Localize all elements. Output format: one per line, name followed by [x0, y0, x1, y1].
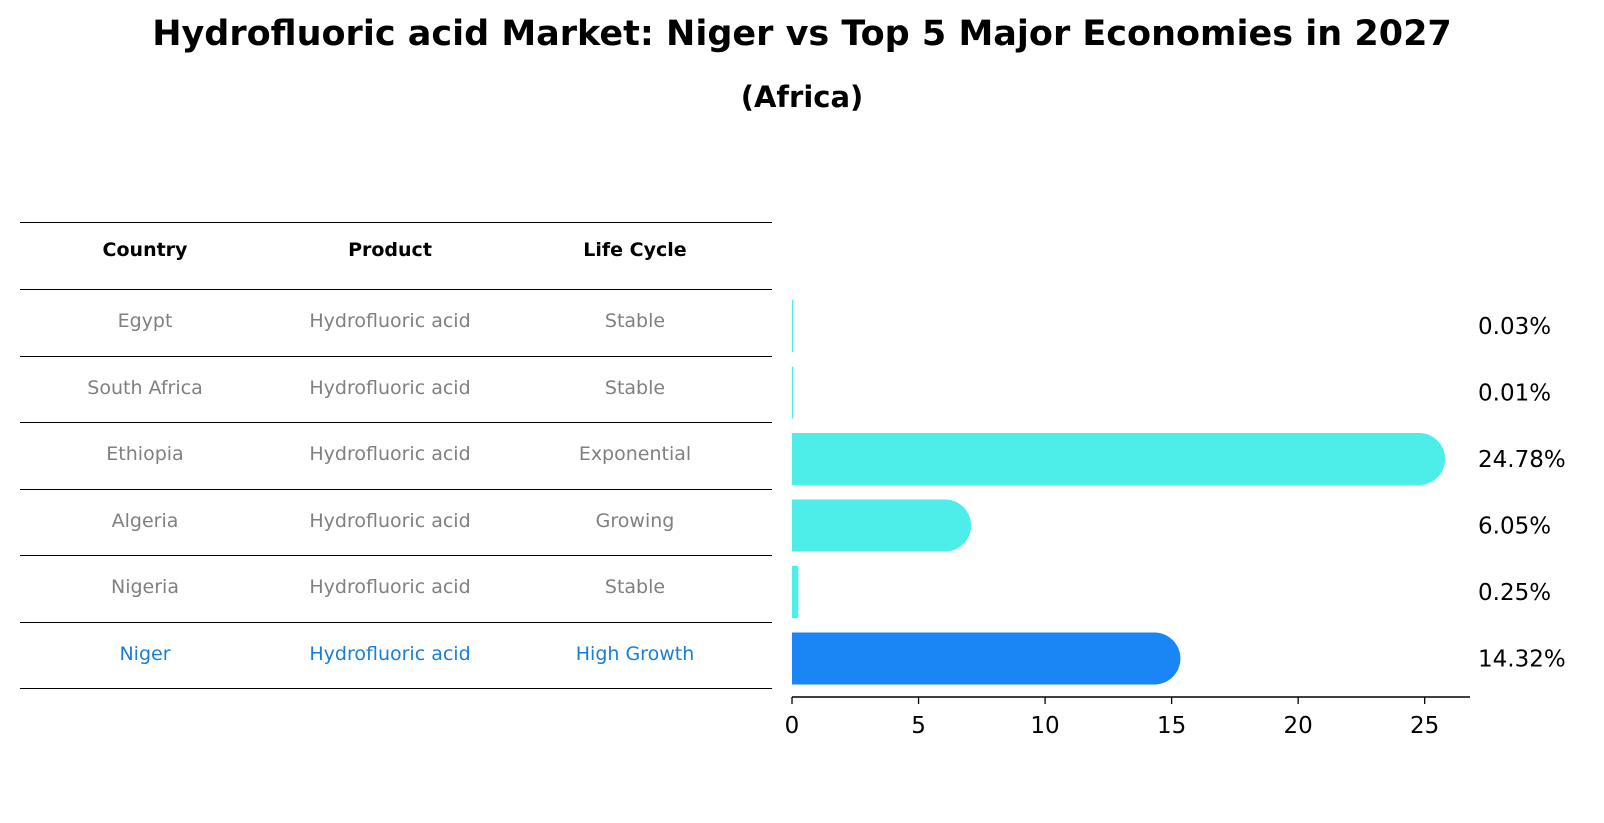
chart-title: Hydrofluoric acid Market: Niger vs Top 5…: [152, 14, 1452, 54]
value-label: 14.32%: [1478, 647, 1566, 673]
x-tick-label: 15: [1157, 713, 1186, 739]
cell-product: Hydrofluoric acid: [309, 642, 471, 665]
column-header-product: Product: [348, 239, 432, 261]
bar-cap: [1128, 632, 1181, 685]
bar: [792, 366, 794, 419]
x-tick-label: 25: [1410, 713, 1439, 739]
cell-country: Ethiopia: [106, 443, 184, 465]
cell-country: Algeria: [111, 509, 179, 532]
bar-cap: [919, 499, 972, 552]
cell-product: Hydrofluoric acid: [309, 310, 471, 332]
cell-life-cycle: Growing: [595, 509, 675, 532]
table-divider: [20, 422, 772, 423]
cell-product: Hydrofluoric acid: [309, 376, 471, 399]
bar: [792, 566, 799, 618]
cell-product: Hydrofluoric acid: [309, 576, 471, 598]
chart-subtitle: (Africa): [740, 80, 864, 114]
value-label: 24.78%: [1478, 447, 1566, 473]
table-divider: [20, 488, 772, 490]
value-label: 0.03%: [1478, 314, 1551, 340]
table-divider: [20, 289, 772, 290]
cell-country: South Africa: [87, 376, 203, 399]
bar: [792, 433, 1420, 485]
cell-life-cycle: High Growth: [575, 642, 695, 665]
x-tick-label: 10: [1030, 713, 1059, 739]
table-divider: [20, 621, 772, 623]
table-divider: [20, 688, 772, 689]
x-tick-label: 0: [785, 713, 800, 739]
x-tick-label: 20: [1284, 713, 1313, 739]
cell-life-cycle: Exponential: [578, 443, 692, 465]
bar: [792, 632, 1155, 685]
cell-life-cycle: Stable: [604, 376, 666, 399]
column-header-country: Country: [102, 239, 188, 261]
table-divider: [20, 555, 772, 556]
x-tick-label: 5: [911, 713, 926, 739]
column-header-life-cycle: Life Cycle: [583, 239, 687, 261]
bar: [792, 300, 794, 352]
table-divider: [20, 222, 772, 223]
value-label: 0.25%: [1478, 580, 1551, 606]
value-label: 0.01%: [1478, 381, 1551, 407]
cell-country: Nigeria: [111, 576, 179, 598]
bar-cap: [1393, 433, 1446, 485]
cell-country: Niger: [119, 642, 171, 665]
cell-life-cycle: Stable: [604, 576, 666, 598]
cell-country: Egypt: [117, 310, 173, 332]
cell-product: Hydrofluoric acid: [309, 509, 471, 532]
cell-life-cycle: Stable: [604, 310, 666, 332]
value-label: 6.05%: [1478, 514, 1551, 540]
cell-product: Hydrofluoric acid: [309, 443, 471, 465]
table-divider: [20, 355, 772, 357]
